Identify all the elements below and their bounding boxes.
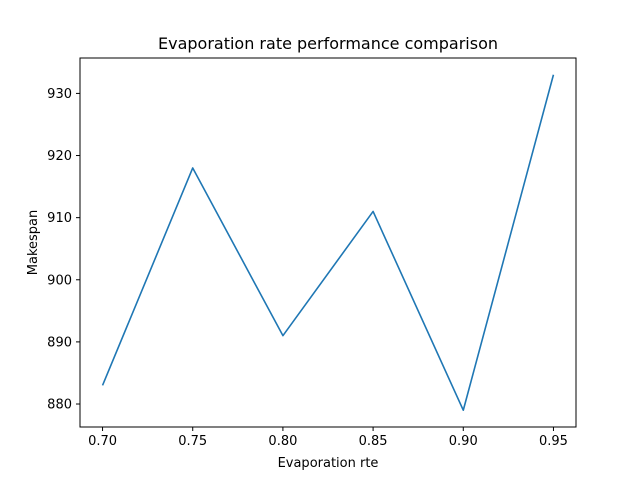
y-tick-label: 890 xyxy=(47,335,72,350)
y-tick-label: 930 xyxy=(47,87,72,102)
chart-title: Evaporation rate performance comparison xyxy=(158,34,498,53)
y-tick-label: 920 xyxy=(47,149,72,164)
x-tick-label: 0.95 xyxy=(539,434,568,449)
series-line-0 xyxy=(101,74,555,412)
x-tick-label: 0.70 xyxy=(88,434,117,449)
y-axis-ticks: 880 890 900 910 920 930 xyxy=(47,87,80,413)
y-tick-label: 900 xyxy=(47,273,72,288)
series-layer xyxy=(101,74,555,412)
x-tick-label: 0.80 xyxy=(268,434,297,449)
plot-frame xyxy=(79,57,577,428)
x-axis-ticks: 0.70 0.75 0.80 0.85 0.90 0.95 xyxy=(88,427,568,449)
x-axis-label: Evaporation rte xyxy=(278,456,379,471)
y-tick-label: 880 xyxy=(47,398,72,413)
x-tick-label: 0.85 xyxy=(359,434,388,449)
x-tick-label: 0.75 xyxy=(178,434,207,449)
x-tick-label: 0.90 xyxy=(449,434,478,449)
y-axis-label: Makespan xyxy=(26,210,41,275)
y-tick-label: 910 xyxy=(47,211,72,226)
